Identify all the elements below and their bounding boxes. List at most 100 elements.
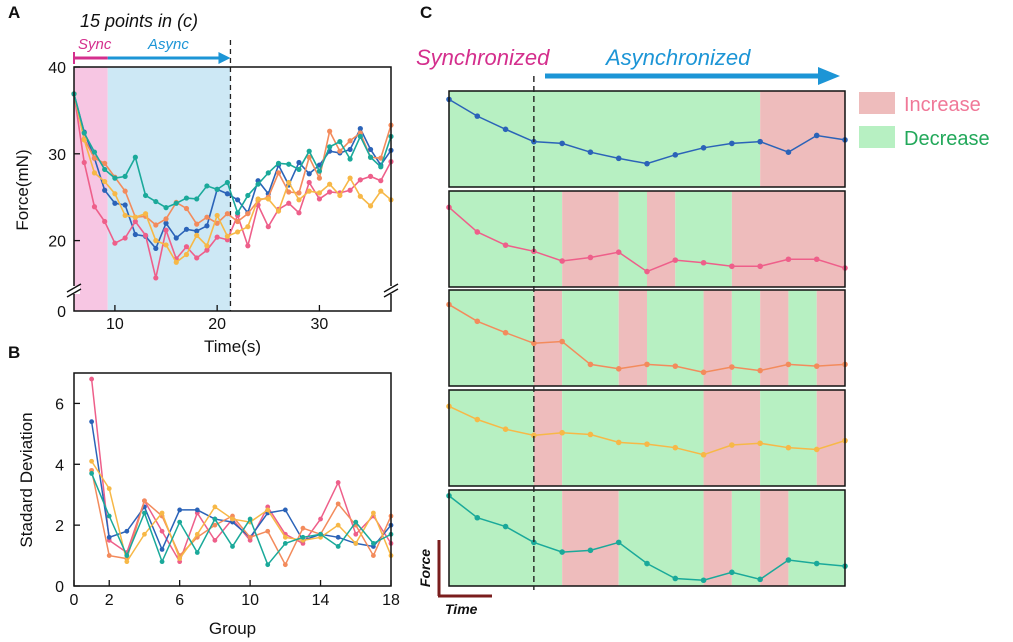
c-point-blue-10 <box>729 140 735 147</box>
point-yellow-11 <box>183 251 190 258</box>
x-tick-label-20: 20 <box>208 316 226 333</box>
sd-point-teal-16 <box>370 541 376 546</box>
c-point-yellow-12 <box>785 444 792 451</box>
c-point-teal-8 <box>672 575 679 582</box>
panel-b-xlabel: Group <box>209 619 256 638</box>
point-pink-22 <box>296 210 302 216</box>
c-point-blue-12 <box>785 149 792 155</box>
point-orange-3 <box>102 160 108 166</box>
point-yellow-7 <box>142 211 149 217</box>
sd-point-pink-13 <box>318 516 323 522</box>
point-yellow-13 <box>204 243 210 249</box>
sd-point-teal-2 <box>124 553 130 558</box>
point-teal-14 <box>214 186 220 192</box>
sd-point-yellow-0 <box>89 458 95 464</box>
region-row1-1 <box>533 191 563 287</box>
point-yellow-16 <box>235 229 241 235</box>
point-teal-15 <box>224 179 230 186</box>
sd-point-orange-7 <box>212 522 218 528</box>
point-yellow-3 <box>102 178 108 185</box>
point-teal-26 <box>337 139 343 145</box>
c-point-yellow-7 <box>644 441 650 447</box>
sd-point-yellow-15 <box>353 541 359 546</box>
point-yellow-27 <box>347 175 353 181</box>
point-yellow-22 <box>296 197 302 203</box>
region-row2-8 <box>788 290 817 386</box>
sd-point-blue-11 <box>282 507 288 513</box>
c-row-frame-2 <box>448 289 846 387</box>
c-point-blue-6 <box>615 155 622 162</box>
c-point-blue-7 <box>644 160 650 167</box>
point-pink-13 <box>204 247 210 253</box>
sd-point-yellow-1 <box>106 486 112 492</box>
region-row1-6 <box>731 191 845 287</box>
point-blue-6 <box>132 231 138 238</box>
b-x-tick-label-2: 2 <box>105 592 114 609</box>
point-teal-8 <box>153 198 159 205</box>
c-point-yellow-1 <box>474 416 481 423</box>
c-point-orange-6 <box>615 366 622 372</box>
sd-point-yellow-7 <box>212 504 218 510</box>
sd-point-teal-4 <box>159 559 165 565</box>
sd-point-orange-14 <box>335 501 341 507</box>
point-teal-30 <box>378 164 384 170</box>
point-pink-1 <box>81 159 87 166</box>
point-orange-5 <box>122 188 128 194</box>
legend-swatch-1 <box>859 126 895 148</box>
point-pink-4 <box>112 240 118 246</box>
c-point-orange-5 <box>587 361 594 368</box>
sd-point-teal-12 <box>300 534 306 540</box>
region-row3-3 <box>703 390 761 486</box>
point-yellow-4 <box>112 191 118 197</box>
point-teal-4 <box>112 175 118 181</box>
sd-point-teal-14 <box>335 544 341 549</box>
c-point-yellow-4 <box>559 429 565 436</box>
point-blue-28 <box>357 126 363 132</box>
sd-point-teal-6 <box>194 550 200 555</box>
c-point-blue-11 <box>757 138 763 145</box>
c-point-pink-1 <box>474 229 481 235</box>
point-teal-1 <box>81 130 87 136</box>
y-tick-label-40: 40 <box>48 60 66 77</box>
point-orange-25 <box>327 128 333 134</box>
sd-point-pink-4 <box>159 528 165 534</box>
sd-line-teal <box>90 473 392 567</box>
point-orange-27 <box>347 138 353 144</box>
c-row-frame-1 <box>448 190 846 288</box>
point-blue-23 <box>306 171 312 177</box>
panel-a-ylabel: Force(mN) <box>13 149 32 230</box>
y-tick-label-30: 30 <box>48 147 66 164</box>
point-orange-21 <box>286 189 292 195</box>
b-y-tick-label-4: 4 <box>55 457 64 474</box>
sd-point-teal-11 <box>282 541 288 546</box>
asynchronized-label: Asynchronized <box>604 45 751 70</box>
point-yellow-15 <box>224 233 230 239</box>
c-point-teal-3 <box>531 539 537 546</box>
c-point-yellow-3 <box>531 432 537 439</box>
region-row1-2 <box>562 191 619 287</box>
point-pink-19 <box>265 224 271 230</box>
c-point-teal-9 <box>700 577 707 584</box>
point-orange-30 <box>378 155 384 161</box>
point-orange-9 <box>163 216 169 222</box>
region-row3-0 <box>449 390 534 486</box>
async-arrow-head-c <box>818 67 840 85</box>
point-yellow-25 <box>327 181 333 187</box>
c-point-orange-8 <box>672 363 679 369</box>
panel-b-label: B <box>8 343 20 362</box>
c-point-yellow-8 <box>672 444 679 451</box>
point-orange-15 <box>224 211 230 217</box>
x-tick-label-10: 10 <box>106 316 124 333</box>
c-point-orange-7 <box>644 361 650 368</box>
region-row2-7 <box>760 290 789 386</box>
point-orange-20 <box>275 170 282 176</box>
point-orange-11 <box>183 205 190 212</box>
y-tick-label-0: 0 <box>57 304 66 321</box>
point-teal-12 <box>194 196 200 202</box>
point-pink-3 <box>102 218 108 225</box>
axis-break-gap-0 <box>68 286 80 294</box>
point-pink-7 <box>142 232 149 238</box>
region-row2-1 <box>533 290 563 386</box>
sd-point-teal-1 <box>106 513 112 519</box>
point-yellow-5 <box>122 212 128 219</box>
